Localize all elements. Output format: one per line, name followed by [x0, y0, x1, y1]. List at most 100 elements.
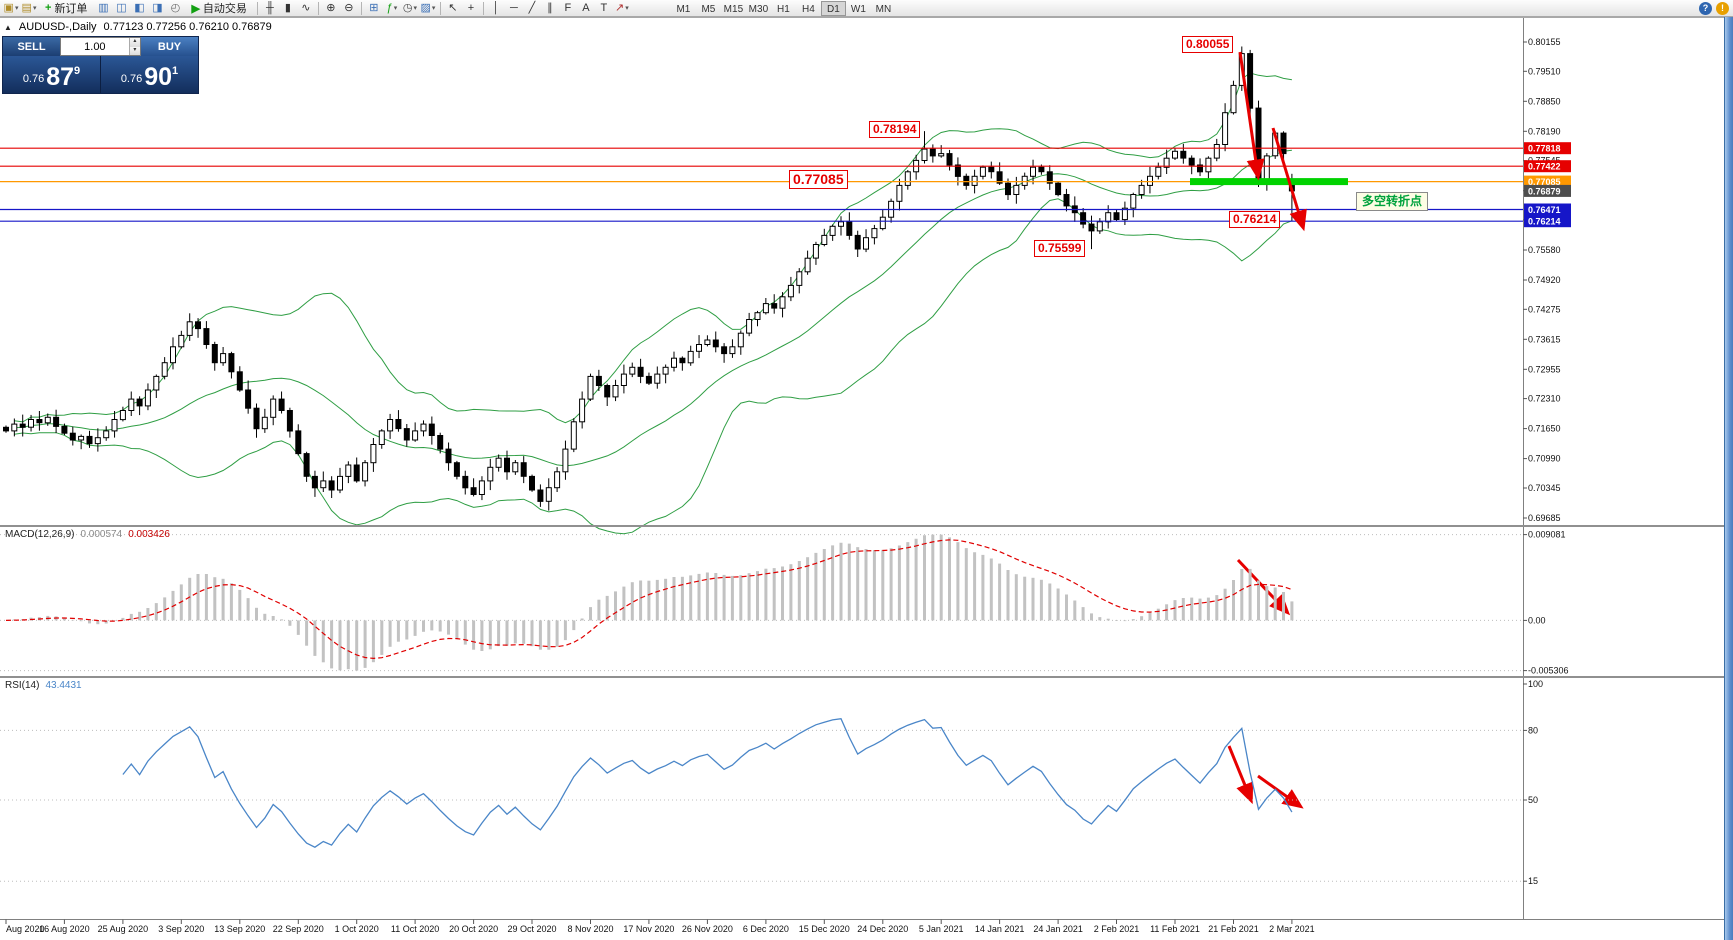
- date-label: 3 Sep 2020: [158, 924, 204, 934]
- price-annotation-label[interactable]: 0.77085: [789, 170, 848, 189]
- profiles-icon[interactable]: ▤ ▾: [21, 1, 37, 14]
- trend-arrow[interactable]: [1238, 51, 1265, 181]
- trend-arrow[interactable]: [1271, 127, 1307, 232]
- price-marker: [1524, 215, 1571, 228]
- market-watch-icon[interactable]: ▥: [98, 1, 109, 14]
- sell-price-big: 87: [46, 63, 75, 91]
- price-annotation-label[interactable]: 0.78194: [869, 121, 921, 138]
- label-icon[interactable]: T: [600, 1, 608, 14]
- macd-tick-label: 0.00: [1528, 615, 1546, 625]
- sell-price[interactable]: 0.76 87 9: [3, 56, 101, 93]
- price-marker: [1524, 184, 1571, 197]
- zoom-in-icon[interactable]: ⊕: [326, 1, 336, 14]
- sell-button[interactable]: SELL: [3, 37, 60, 56]
- toolbar-separator: [439, 1, 441, 15]
- price-marker-label: 0.77818: [1528, 144, 1561, 154]
- date-label: 14 Jan 2021: [975, 924, 1025, 934]
- vertical-line-icon[interactable]: │: [492, 1, 500, 14]
- timeframe-M1[interactable]: M1: [676, 3, 691, 15]
- buy-button[interactable]: BUY: [141, 37, 198, 56]
- line-chart-icon[interactable]: ∿: [301, 1, 311, 14]
- timeframe-M30[interactable]: M30: [748, 3, 769, 15]
- help-icon[interactable]: ?: [1699, 1, 1712, 15]
- price-annotation-label[interactable]: 0.75599: [1034, 240, 1086, 257]
- tile-windows-icon[interactable]: ⊞: [369, 1, 379, 14]
- price-marker: [1524, 160, 1571, 173]
- bar-chart-icon[interactable]: ╫: [266, 1, 274, 14]
- rsi-line: [122, 717, 1293, 848]
- new-chart-icon-dropdown-icon[interactable]: ▾: [14, 4, 19, 12]
- date-label: 11 Feb 2021: [1150, 924, 1200, 934]
- trend-arrow[interactable]: [1227, 745, 1254, 805]
- trendline-icon[interactable]: ╱: [528, 1, 536, 14]
- strategy-tester-icon[interactable]: ◴: [170, 1, 181, 14]
- notifications-icon[interactable]: !: [1716, 1, 1729, 15]
- price-tick-label: 0.71650: [1528, 424, 1561, 434]
- timeframe-D1[interactable]: D1: [820, 0, 846, 16]
- volume-down-button[interactable]: ▾: [129, 46, 140, 55]
- autotrading-button[interactable]: ▶ 自动交易: [184, 1, 253, 16]
- channel-icon[interactable]: ∥: [547, 1, 553, 14]
- turning-point-text-label[interactable]: 多空转折点: [1356, 192, 1429, 211]
- cursor-icon[interactable]: ↖: [448, 1, 458, 14]
- macd-tick-label: -0.005306: [1528, 666, 1569, 676]
- templates-icon-dropdown-icon[interactable]: ▾: [431, 4, 436, 12]
- price-tick-label: 0.73615: [1528, 334, 1561, 344]
- price-annotation-label[interactable]: 0.80055: [1182, 36, 1234, 53]
- collapse-trade-panel-icon[interactable]: ▲: [4, 22, 12, 32]
- indicators-icon[interactable]: ƒ ▾: [386, 1, 398, 14]
- price-tick-label: 0.72310: [1528, 394, 1561, 404]
- zoom-out-icon[interactable]: ⊖: [344, 1, 354, 14]
- terminal-icon[interactable]: ◨: [152, 1, 163, 14]
- profiles-icon-dropdown-icon[interactable]: ▾: [32, 4, 37, 12]
- timeframe-M15[interactable]: M15: [723, 3, 744, 15]
- volume-up-button[interactable]: ▴: [129, 38, 140, 47]
- bollinger-lower-band: [14, 198, 1293, 535]
- rsi-panel[interactable]: [0, 717, 1523, 882]
- ohlc-values: 0.77123 0.77256 0.76210 0.76879: [103, 21, 272, 33]
- fibonacci-icon[interactable]: F: [564, 1, 572, 14]
- price-marker: [1524, 142, 1571, 155]
- date-label: 11 Oct 2020: [391, 924, 439, 934]
- buy-price[interactable]: 0.76 90 1: [101, 56, 198, 93]
- timeframe-H4[interactable]: H4: [802, 3, 815, 15]
- crosshair-icon[interactable]: +: [467, 1, 475, 14]
- arrows-icon[interactable]: ↗ ▾: [615, 1, 629, 14]
- macd-signal-line: [5, 539, 1293, 660]
- templates-icon[interactable]: ▨ ▾: [420, 1, 436, 14]
- rsi-tick-label: 15: [1528, 876, 1538, 886]
- new-chart-icon[interactable]: ▣ ▾: [3, 1, 19, 14]
- text-icon[interactable]: A: [582, 1, 590, 14]
- rsi-label: RSI(14): [5, 680, 40, 691]
- turning-point-zone[interactable]: [1190, 178, 1348, 186]
- horizontal-line-icon[interactable]: ─: [510, 1, 518, 14]
- price-tick-label: 0.74275: [1528, 304, 1561, 314]
- timeframe-H1[interactable]: H1: [777, 3, 790, 15]
- periods-icon[interactable]: ◷ ▾: [402, 1, 417, 14]
- date-label: 29 Oct 2020: [507, 924, 556, 934]
- trend-arrow[interactable]: [1236, 558, 1291, 616]
- navigator-icon[interactable]: ◧: [134, 1, 145, 14]
- price-annotation-label[interactable]: 0.76214: [1229, 211, 1281, 228]
- macd-panel[interactable]: [0, 534, 1523, 672]
- date-label: 24 Dec 2020: [857, 924, 908, 934]
- price-scale[interactable]: 0.801550.795100.788500.781900.775450.768…: [1523, 37, 1571, 886]
- vertical-scrollbar[interactable]: [1724, 17, 1733, 940]
- new-order-button[interactable]: + 新订单: [38, 1, 94, 16]
- periods-icon-dropdown-icon[interactable]: ▾: [413, 4, 417, 12]
- date-label: 25 Aug 2020: [98, 924, 149, 934]
- timeframe-MN[interactable]: MN: [875, 3, 892, 15]
- new-order-button-label: 新订单: [54, 3, 88, 15]
- data-window-icon[interactable]: ◫: [116, 1, 127, 14]
- candlestick-chart-icon[interactable]: ▮: [284, 1, 291, 14]
- volume-input[interactable]: [61, 38, 129, 55]
- timeframe-W1[interactable]: W1: [850, 3, 866, 15]
- indicators-icon-dropdown-icon[interactable]: ▾: [393, 4, 398, 12]
- arrows-icon-dropdown-icon[interactable]: ▾: [625, 4, 629, 12]
- timeframe-M5[interactable]: M5: [701, 3, 716, 15]
- main-chart-panel[interactable]: [0, 46, 1523, 809]
- trend-arrow[interactable]: [1257, 774, 1304, 809]
